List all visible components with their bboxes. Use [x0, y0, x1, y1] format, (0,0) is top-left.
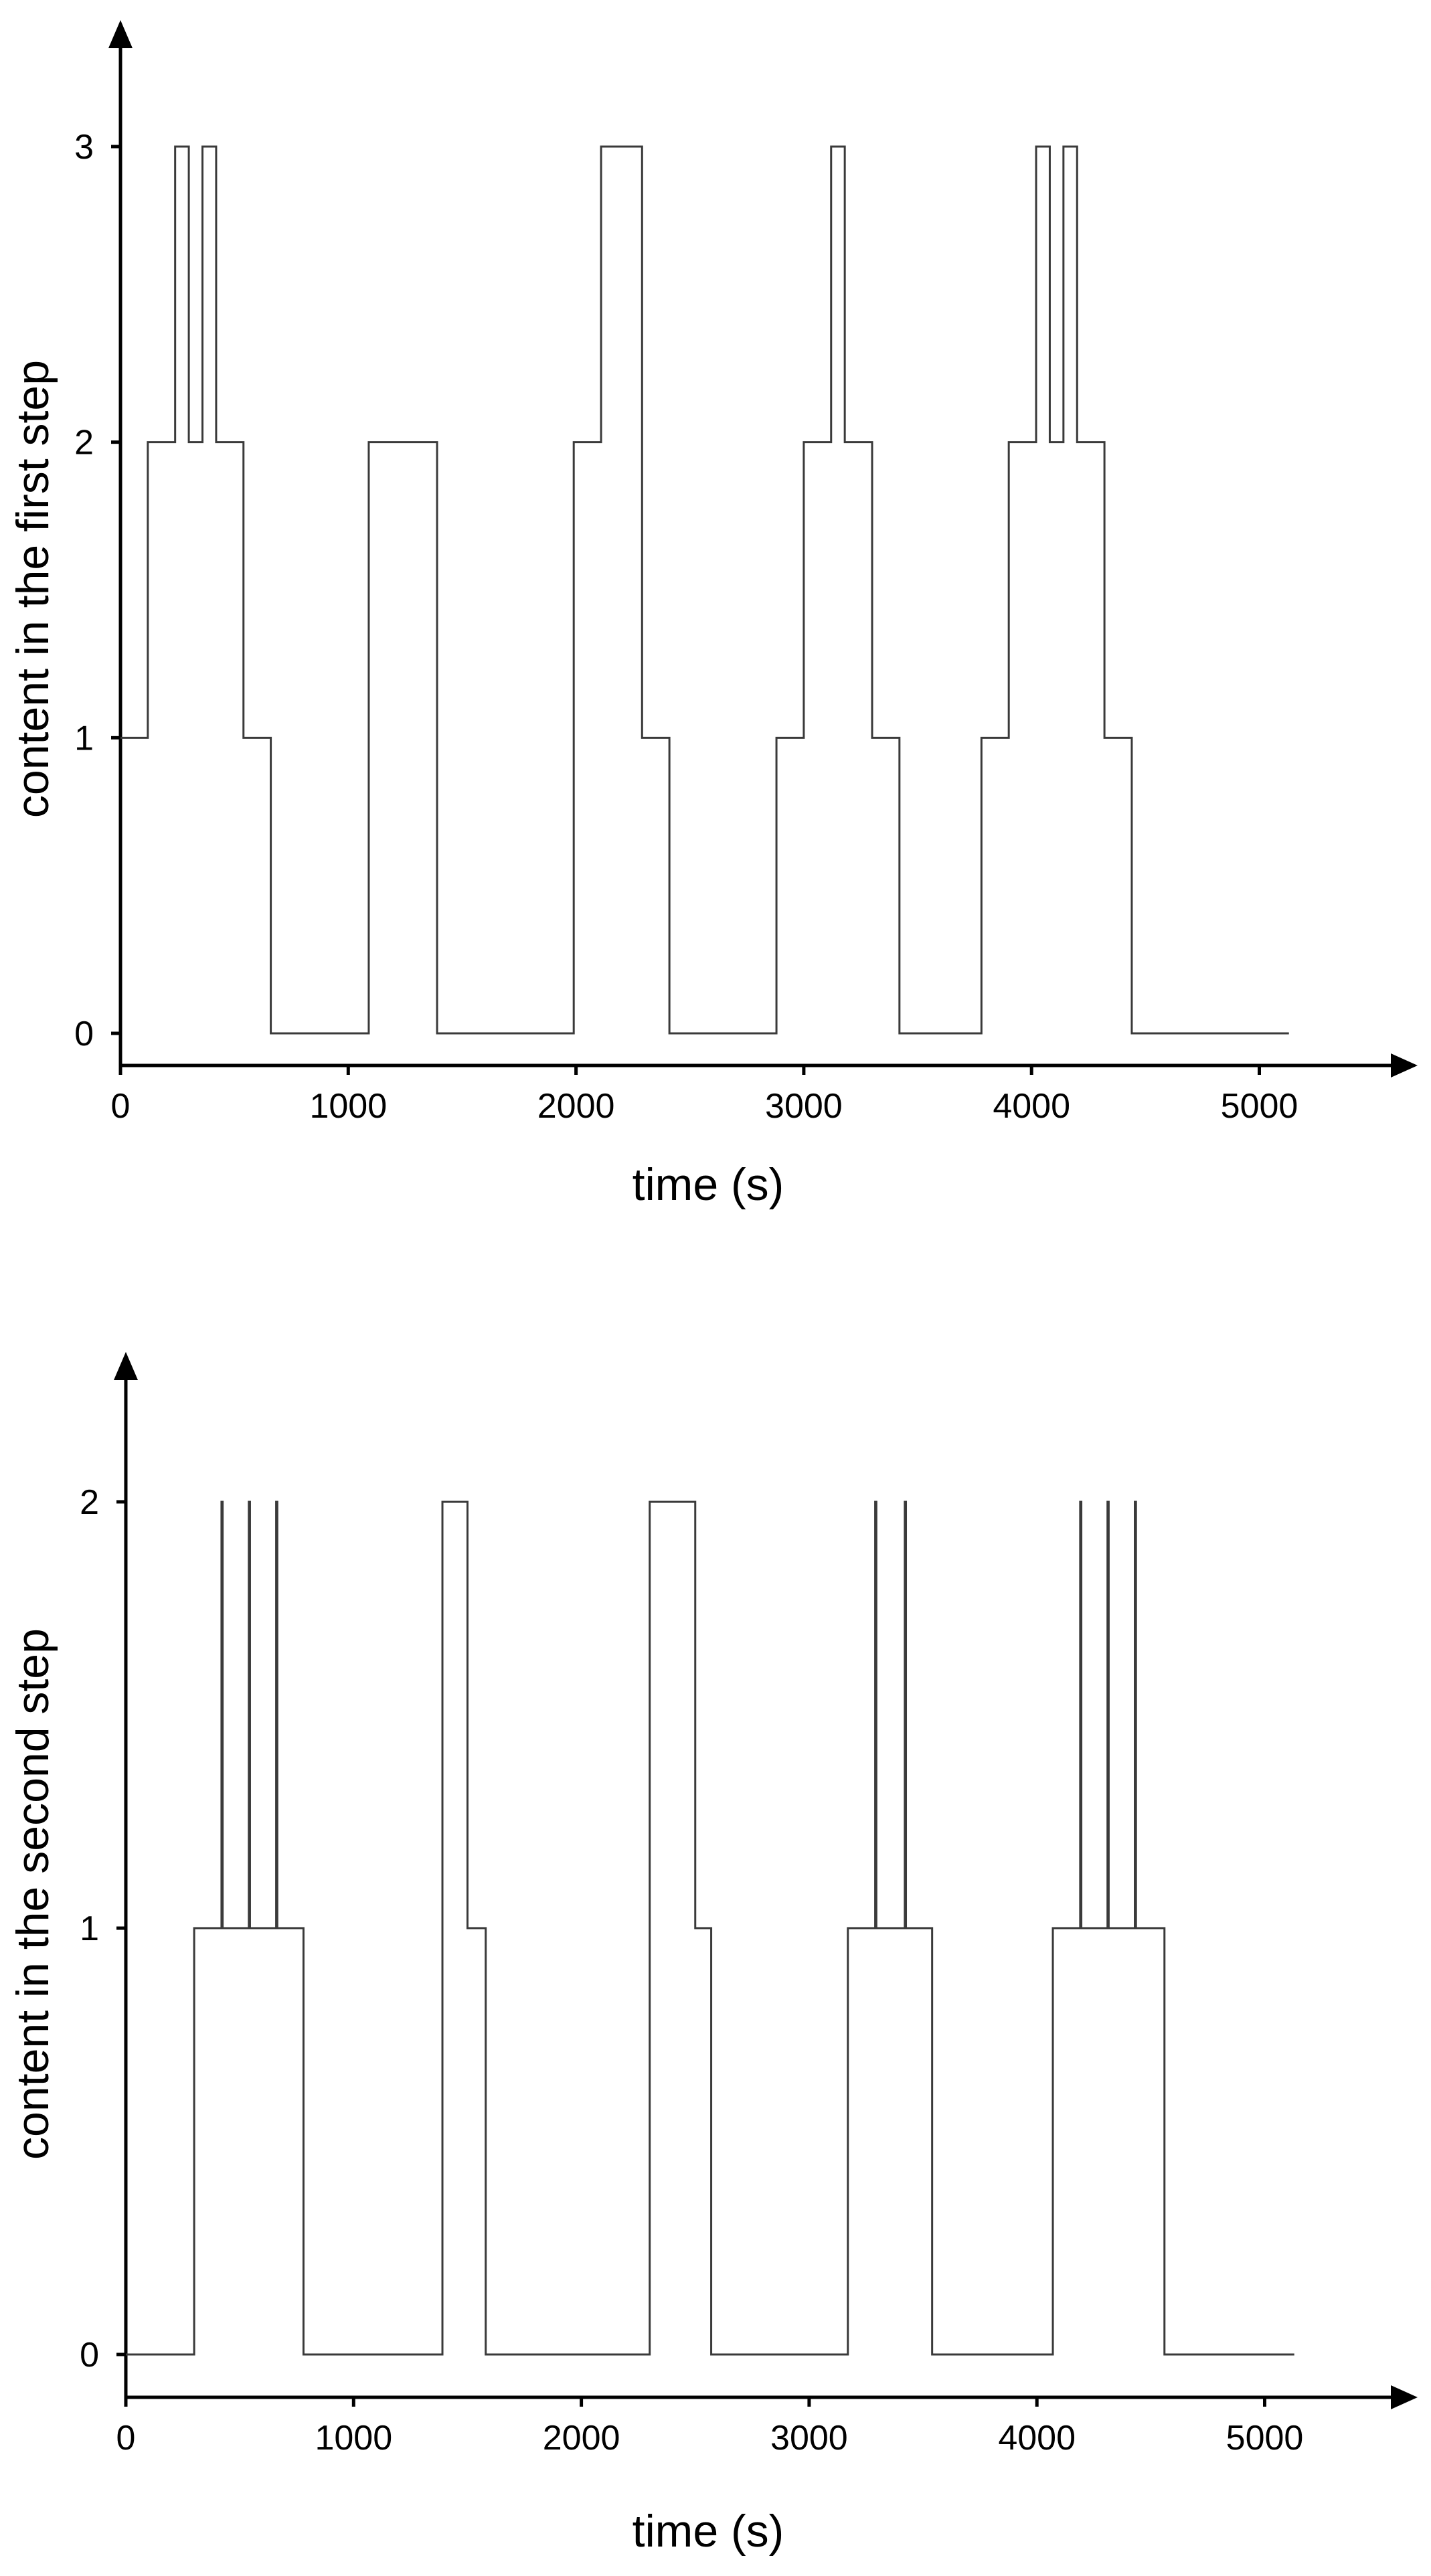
x-tick-label: 2000: [543, 2419, 620, 2458]
x-tick-label: 4000: [993, 1087, 1070, 1126]
x-tick-label: 5000: [1221, 1087, 1298, 1126]
y-tick-label: 3: [74, 128, 94, 167]
y-tick-label: 0: [74, 1015, 94, 1053]
y-axis-arrow-icon: [108, 20, 133, 48]
chart-first-step: 0 1000 2000 3000 4000 5000 0 1 2 3 time (s) conte…: [7, 20, 1418, 1210]
x-tick-label: 4000: [998, 2419, 1076, 2458]
x-tick-label: 3000: [765, 1087, 843, 1126]
y-tick-label: 1: [74, 719, 94, 758]
x-tick-label: 0: [111, 1087, 131, 1126]
y-tick-label: 2: [74, 424, 94, 462]
step-series-line: [126, 1500, 1294, 2356]
y-tick-label: 2: [80, 1483, 99, 1522]
x-tick-label: 5000: [1226, 2419, 1304, 2458]
x-axis-arrow-icon: [1391, 2385, 1418, 2409]
x-tick-label: 3000: [770, 2419, 848, 2458]
y-tick-label: 1: [80, 1909, 99, 1948]
x-axis-arrow-icon: [1391, 1053, 1418, 1078]
x-axis-title: time (s): [633, 2506, 784, 2557]
x-tick-label: 1000: [309, 1087, 387, 1126]
y-tick-label: 0: [80, 2336, 99, 2375]
tick-group: 0 1000 2000 3000 4000 5000 0 1 2: [80, 1483, 1303, 2458]
y-axis-arrow-icon: [114, 1352, 138, 1380]
x-tick-label: 0: [116, 2419, 136, 2458]
tick-group: 0 1000 2000 3000 4000 5000 0 1 2 3: [74, 128, 1298, 1126]
y-axis-title: content in the first step: [7, 360, 58, 818]
x-tick-label: 2000: [537, 1087, 615, 1126]
x-axis-title: time (s): [633, 1159, 784, 1210]
step-series-line: [120, 145, 1289, 1035]
x-tick-label: 1000: [315, 2419, 392, 2458]
chart-second-step: 0 1000 2000 3000 4000 5000 0 1 2 time (s) conten…: [7, 1352, 1418, 2557]
y-axis-title: content in the second step: [7, 1628, 58, 2160]
